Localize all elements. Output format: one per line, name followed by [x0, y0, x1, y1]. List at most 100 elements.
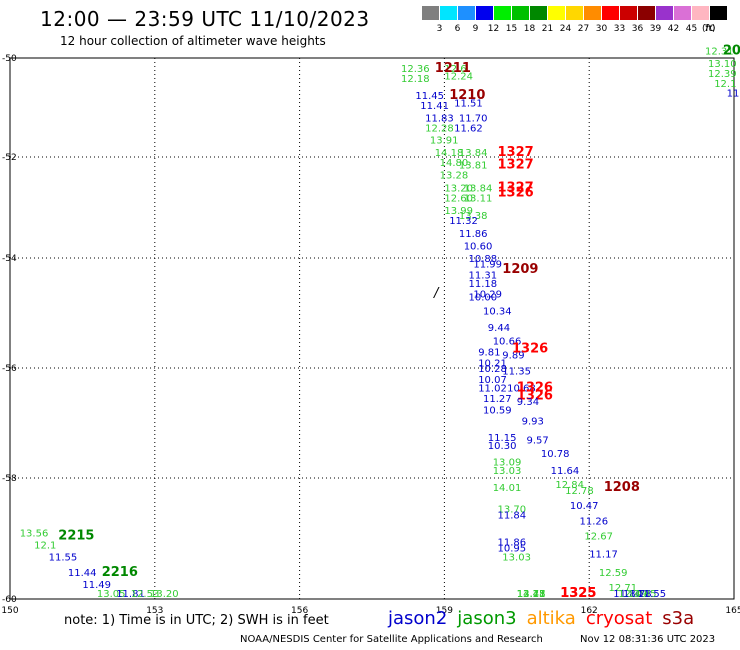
wave-height-label: 11.64: [551, 466, 580, 477]
ship-track-mark: /: [433, 286, 440, 301]
wave-height-label: 12.18: [401, 74, 430, 85]
legend-label: 6: [454, 24, 461, 34]
wave-height-label: 14.01: [493, 483, 522, 494]
wave-height-label: 10.88: [469, 254, 498, 265]
wave-height-label: 13.05: [97, 589, 126, 600]
wave-height-label: 14.80: [440, 158, 469, 169]
wave-height-label: 13.43: [517, 589, 546, 600]
wave-height-label: 10.59: [483, 405, 512, 416]
wave-height-label: 13.38: [459, 211, 488, 222]
wave-height-label: 2215: [58, 529, 94, 544]
wave-height-label: 11.02: [478, 383, 507, 394]
wave-height-label: 12.6: [444, 64, 466, 75]
satellite-jason2: jason2: [388, 608, 448, 629]
legend-swatch: [638, 6, 655, 20]
page-subtitle: 12 hour collection of altimeter wave hei…: [60, 34, 326, 48]
wave-height-label: 12.67: [584, 532, 613, 543]
wave-height-label: 13.11: [517, 589, 546, 600]
wave-height-label: 12.78: [517, 589, 546, 600]
legend-swatch: [692, 6, 709, 20]
legend-swatch: [620, 6, 637, 20]
legend-label: 9: [472, 24, 479, 34]
wave-height-label: 12.31: [705, 47, 734, 58]
wave-height-label: 9.44: [488, 323, 510, 334]
wave-height-label: 1326: [512, 342, 548, 357]
wave-height-label: 12.84: [555, 480, 584, 491]
credit-line: NOAA/NESDIS Center for Satellite Applica…: [240, 634, 543, 645]
legend-label: 12: [487, 24, 500, 34]
x-tick-label: 156: [291, 606, 308, 616]
wave-height-label: 12.60: [444, 193, 473, 204]
wave-height-label: 10.30: [488, 441, 517, 452]
legend-label: 30: [595, 24, 608, 34]
satellite-cryosat: cryosat: [585, 608, 653, 629]
wave-height-label: 11.27: [483, 394, 512, 405]
legend-label: 42: [667, 24, 680, 34]
wave-height-label: 10.28: [478, 364, 507, 375]
wave-height-label: 9.34: [517, 397, 539, 408]
wave-height-label: 10.68: [507, 383, 536, 394]
page-title: 12:00 — 23:59 UTC 11/10/2023: [40, 7, 370, 31]
wave-height-label: 12.28: [425, 123, 454, 134]
wave-height-label: 13.10: [708, 59, 737, 70]
wave-height-label: 13.56: [20, 528, 49, 539]
wave-height-label: 13.20: [150, 589, 179, 600]
x-tick-label: 165: [725, 606, 740, 616]
wave-height-label: 10.66: [493, 337, 522, 348]
wave-height-label: 11.62: [454, 123, 483, 134]
wave-height-label: 11.31: [469, 271, 498, 282]
wave-height-label: 13.28: [440, 171, 469, 182]
wave-height-label: 13.11: [464, 193, 493, 204]
wave-height-label: 10.47: [570, 501, 599, 512]
wave-height-label: 12.49: [618, 589, 647, 600]
satellite-altika: altika: [526, 608, 576, 629]
x-tick-label: 162: [581, 606, 598, 616]
y-tick-label: -54: [2, 254, 17, 264]
wave-height-label: 10.21: [478, 359, 507, 370]
wave-height-label: 10.00: [469, 293, 498, 304]
y-tick-label: -60: [2, 595, 17, 605]
wave-height-label: 1211: [435, 61, 471, 76]
legend-label: 21: [541, 24, 554, 34]
wave-height-label: 12.78: [565, 486, 594, 497]
legend-label: 70: [703, 24, 716, 34]
wave-height-label: 12.53: [131, 589, 160, 600]
wave-height-label: 1325: [560, 586, 596, 601]
wave-height-label: 11.86: [459, 229, 488, 240]
wave-height-label: 11.55: [49, 553, 78, 564]
wave-height-label: 12.1: [34, 541, 56, 552]
wave-height-label: 13.09: [493, 458, 522, 469]
legend-label: 24: [559, 24, 572, 34]
wave-height-label: 11.35: [502, 367, 531, 378]
legend-swatch: [440, 6, 457, 20]
wave-height-label: 11.17: [589, 550, 618, 561]
wave-height-label: 11.15: [488, 433, 517, 444]
wave-height-label: 13.99: [444, 206, 473, 217]
legend-swatch: [494, 6, 511, 20]
wave-height-label: 12.36: [401, 64, 430, 75]
legend-swatch: [656, 6, 673, 20]
wave-height-label: 9.81: [478, 348, 500, 359]
wave-height-label: 11.80: [613, 589, 642, 600]
legend-swatch: [548, 6, 565, 20]
x-tick-labels: 150 153 156 159 162 165: [1, 606, 740, 616]
x-tick-label: 150: [1, 606, 18, 616]
wave-height-label: 14.18: [435, 148, 464, 159]
data-labels: 12.3612.1812.612.24121111.4511.4111.8312…: [20, 44, 740, 602]
legend-label: 15: [505, 24, 518, 34]
satellite-s3a: s3a: [662, 608, 695, 629]
wave-height-label: 10.95: [498, 544, 527, 555]
legend-label: 36: [631, 24, 644, 34]
legend-label: 3: [436, 24, 443, 34]
legend-label: 39: [649, 24, 662, 34]
wave-height-label: 13.70: [498, 504, 527, 515]
wave-height-label: 13.20: [444, 183, 473, 194]
wave-height-label: 11.26: [580, 516, 609, 527]
wave-height-label: 13.03: [493, 466, 522, 477]
legend-swatch: [602, 6, 619, 20]
wave-height-label: 12.24: [444, 71, 473, 82]
y-tick-label: -58: [2, 474, 17, 484]
wave-height-label: 1326: [498, 185, 534, 200]
wave-height-label: 1326: [517, 389, 553, 404]
